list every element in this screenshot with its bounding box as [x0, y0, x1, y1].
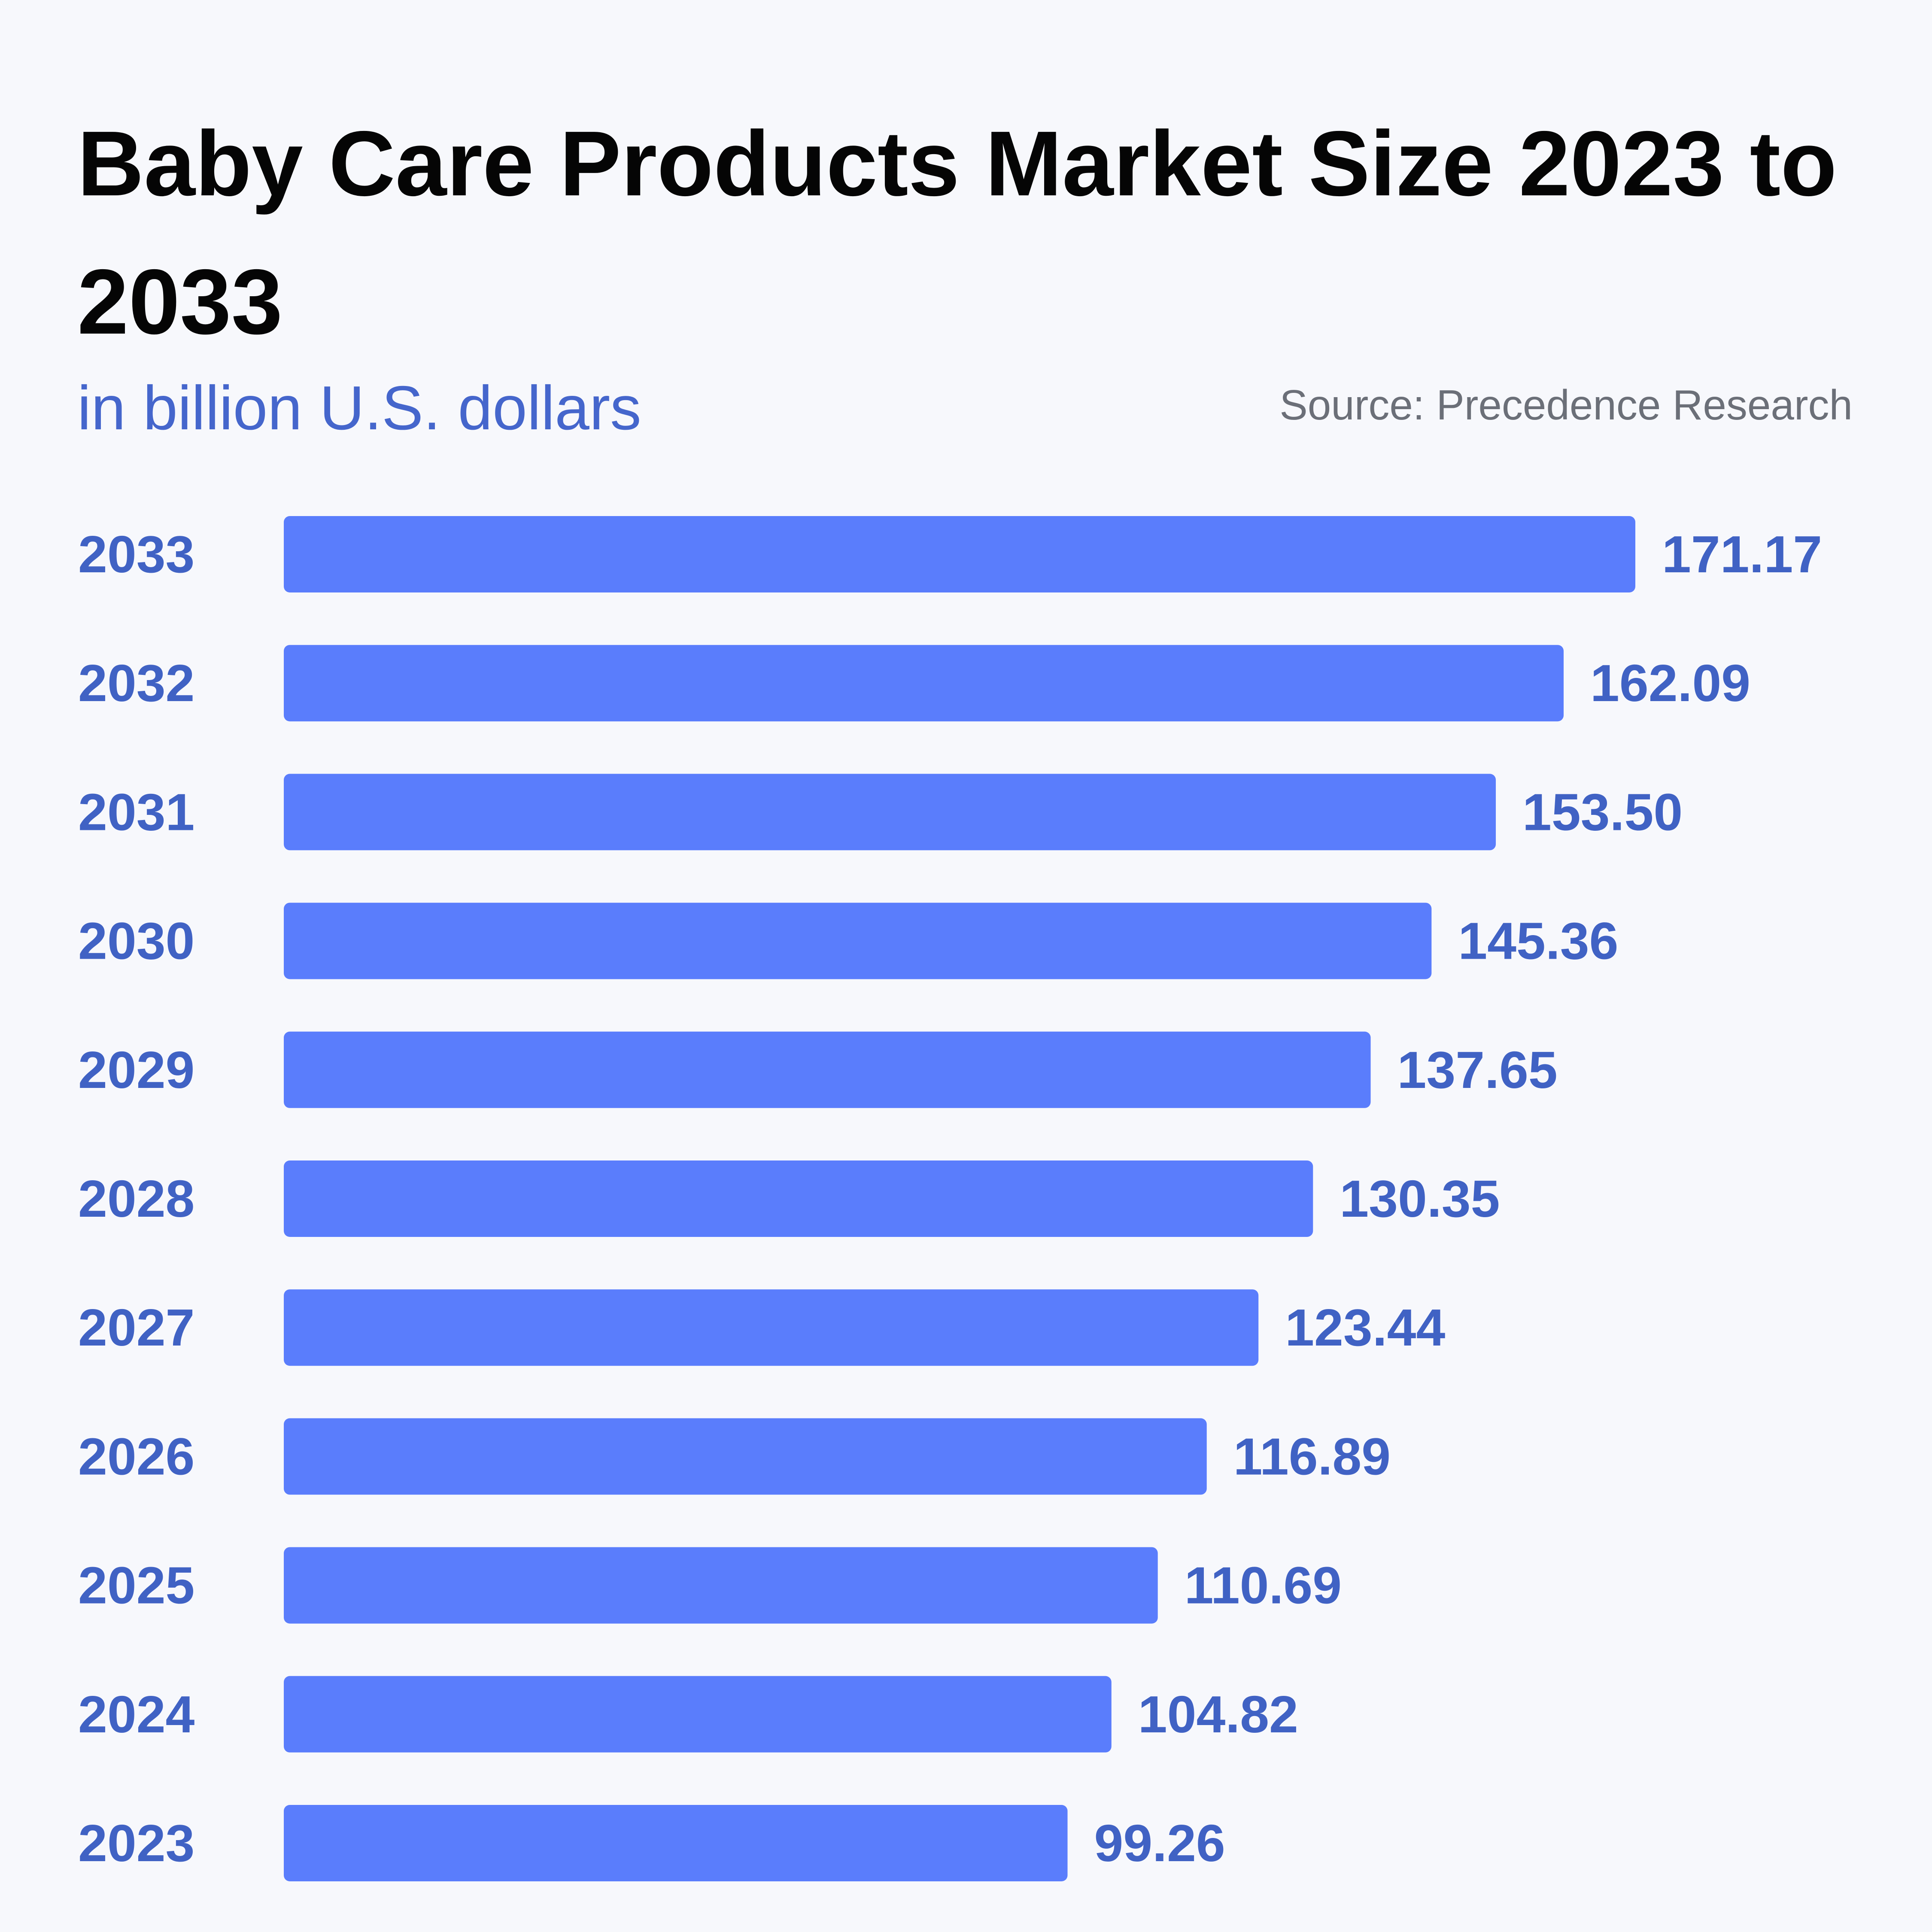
value-label-2028: 130.35 [1340, 1170, 1500, 1228]
value-label-2023: 99.26 [1094, 1814, 1225, 1872]
category-label-2030: 2030 [78, 912, 194, 970]
chart-title: Baby Care Products Market Size 2023 to 2… [77, 112, 1837, 353]
bar-2028 [284, 1160, 1313, 1237]
category-label-2026: 2026 [78, 1427, 194, 1485]
bar-2027 [284, 1289, 1259, 1366]
bar-2025 [284, 1547, 1158, 1624]
value-label-2025: 110.69 [1185, 1556, 1342, 1615]
chart-source: Source: Precedence Research [1279, 381, 1853, 428]
value-label-2031: 153.50 [1522, 783, 1683, 841]
value-label-2026: 116.89 [1233, 1427, 1391, 1485]
value-label-2032: 162.09 [1590, 654, 1750, 712]
value-label-2033: 171.17 [1662, 525, 1822, 583]
bar-2029 [284, 1031, 1371, 1108]
category-label-2027: 2027 [78, 1298, 194, 1357]
category-label-2028: 2028 [78, 1170, 194, 1228]
value-label-2027: 123.44 [1285, 1298, 1445, 1357]
category-label-2029: 2029 [78, 1041, 194, 1099]
bar-2033 [284, 516, 1635, 592]
value-label-2029: 137.65 [1397, 1041, 1558, 1099]
bar-2023 [284, 1805, 1068, 1881]
category-label-2031: 2031 [78, 783, 194, 841]
bar-2024 [284, 1676, 1112, 1753]
bar-2030 [284, 902, 1432, 979]
chart-subtitle: in billion U.S. dollars [77, 373, 641, 443]
category-label-2033: 2033 [78, 525, 194, 583]
bar-2026 [284, 1418, 1207, 1495]
category-label-2025: 2025 [78, 1556, 194, 1615]
bar-2032 [284, 645, 1564, 722]
bar-2031 [284, 774, 1496, 851]
value-label-2030: 145.36 [1458, 912, 1618, 970]
value-label-2024: 104.82 [1138, 1685, 1298, 1744]
category-label-2023: 2023 [78, 1814, 194, 1872]
category-label-2032: 2032 [78, 654, 194, 712]
category-label-2024: 2024 [78, 1685, 195, 1744]
